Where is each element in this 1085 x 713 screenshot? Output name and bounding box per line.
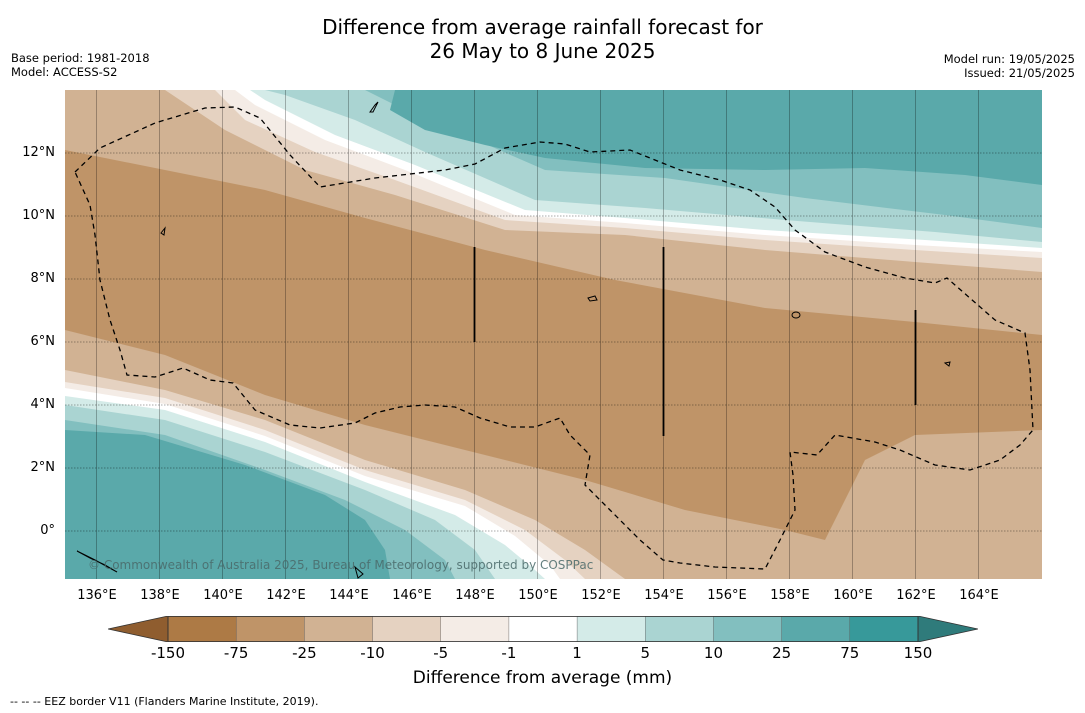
issued-date: Issued: 21/05/2025 xyxy=(964,66,1075,80)
legend-swatch-3 xyxy=(304,616,374,642)
copyright-notice: © Commonwealth of Australia 2025, Bureau… xyxy=(88,558,594,572)
legend-swatch-7 xyxy=(576,616,646,642)
islands xyxy=(76,101,951,579)
lon-label-138e: 138°E xyxy=(140,588,180,603)
map-title-line-1: Difference from average rainfall forecas… xyxy=(322,15,763,39)
island-kosrae xyxy=(943,361,951,367)
lon-label-158e: 158°E xyxy=(770,588,810,603)
model-name: Model: ACCESS-S2 xyxy=(11,65,118,79)
lon-label-160e: 160°E xyxy=(833,588,873,603)
lon-label-154e: 154°E xyxy=(644,588,684,603)
island-guam xyxy=(369,101,379,113)
legend-swatch-9 xyxy=(713,616,783,642)
footnote-eez: -- -- -- EEZ border V11 (Flanders Marine… xyxy=(10,695,319,708)
legend-arrow-high xyxy=(917,616,978,642)
parallels xyxy=(65,152,1042,532)
lon-label-148e: 148°E xyxy=(455,588,495,603)
legend-swatch-2 xyxy=(235,616,306,642)
boundary-lines xyxy=(473,247,917,436)
lon-label-164e: 164°E xyxy=(959,588,999,603)
lon-label-144e: 144°E xyxy=(329,588,369,603)
legend-tick-label: -75 xyxy=(223,644,249,662)
island-chuuk xyxy=(587,295,598,302)
graticule xyxy=(96,90,979,579)
lon-label-150e: 150°E xyxy=(518,588,558,603)
legend-tick-label: -10 xyxy=(360,644,385,662)
legend-frame xyxy=(167,616,919,642)
legend-tick-label: -1 xyxy=(501,644,517,662)
legend-tick-label: -25 xyxy=(292,644,317,662)
legend-title: Difference from average (mm) xyxy=(412,668,673,688)
lon-label-140e: 140°E xyxy=(203,588,243,603)
model-run: Model run: 19/05/2025 xyxy=(943,52,1075,66)
island-admiralty xyxy=(354,565,364,579)
legend-tick-label: 150 xyxy=(903,644,933,662)
lon-label-136e: 136°E xyxy=(77,588,117,603)
lon-label-162e: 162°E xyxy=(896,588,936,603)
lon-label-142e: 142°E xyxy=(266,588,306,603)
anomaly-band-north-teal-4 xyxy=(390,90,1042,185)
legend-tick-label: 1 xyxy=(572,644,582,662)
legend-tick-label: 75 xyxy=(840,644,860,662)
legend-tick-label: 25 xyxy=(772,644,792,662)
lon-label-146e: 146°E xyxy=(392,588,432,603)
lon-label-156e: 156°E xyxy=(707,588,747,603)
legend-tick-label: 10 xyxy=(703,644,723,662)
lat-label-12n: 12°N xyxy=(22,145,55,160)
lat-label-6n: 6°N xyxy=(30,334,56,349)
lat-label-8n: 8°N xyxy=(30,271,56,286)
lat-label-4n: 4°N xyxy=(30,397,56,412)
base-period: Base period: 1981-2018 xyxy=(11,51,150,65)
legend-swatch-5 xyxy=(440,616,510,642)
legend-tick-label: -5 xyxy=(433,644,449,662)
lat-label-10n: 10°N xyxy=(22,208,55,223)
map-title-line-2: 26 May to 8 June 2025 xyxy=(429,39,656,63)
legend-swatch-8 xyxy=(645,616,715,642)
coast-new-guinea xyxy=(76,550,118,573)
legend-swatch-4 xyxy=(372,616,442,642)
legend-swatch-6 xyxy=(508,616,578,642)
island-pohnpei xyxy=(791,311,801,319)
lat-label-2n: 2°N xyxy=(30,460,56,475)
lon-label-152e: 152°E xyxy=(581,588,621,603)
rainfall-anomaly-map xyxy=(65,90,1042,579)
legend-swatch-11 xyxy=(849,616,919,642)
legend-colorbar xyxy=(108,616,978,642)
lat-label-0: 0° xyxy=(40,523,55,538)
legend-swatch-1 xyxy=(167,616,237,642)
legend-tick-label: 5 xyxy=(640,644,651,662)
legend-arrow-low xyxy=(108,616,169,642)
island-palau xyxy=(160,226,166,236)
legend-swatch-10 xyxy=(781,616,851,642)
anomaly-band-south-teal-4 xyxy=(65,430,390,579)
legend-tick-label: -150 xyxy=(150,644,186,662)
